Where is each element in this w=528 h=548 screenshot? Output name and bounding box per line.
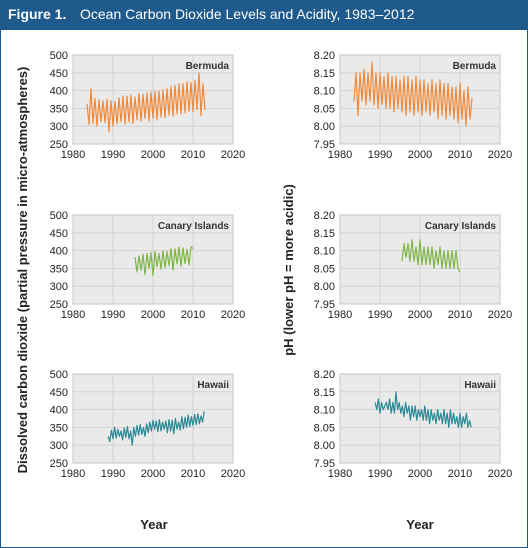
hawaii-co2-location-label: Hawaii [197,380,229,391]
canary-islands-ph-x-tick-label: 2010 [448,309,472,321]
bermuda-ph-series-line [353,61,473,127]
canary-islands-ph-y-tick-label: 8.05 [314,263,335,275]
bermuda-ph-x-tick-label: 2020 [488,149,512,161]
bermuda-co2-x-tick-label: 2010 [181,149,205,161]
canary-islands-ph-y-tick-label: 8.10 [314,246,335,258]
left-y-axis-title: Dissolved carbon dioxide (partial pressu… [15,67,30,474]
hawaii-co2-x-tick-label: 2010 [181,468,205,480]
canary-islands-co2-x-tick-label: 1980 [61,309,85,321]
bermuda-ph-y-tick-label: 8.20 [314,50,335,62]
hawaii-co2-x-tick-label: 1980 [61,468,85,480]
canary-islands-co2-y-tick-label: 400 [50,246,68,258]
bermuda-ph-location-label: Bermuda [453,61,497,72]
right-y-axis-title: pH (lower pH = more acidic) [281,184,296,356]
canary-islands-ph-series-line [401,239,461,273]
canary-islands-co2-y-tick-label: 500 [50,210,68,222]
hawaii-co2-y-tick-label: 400 [50,405,68,417]
hawaii-ph-y-tick-label: 7.95 [314,458,335,470]
bermuda-co2-location-label: Bermuda [186,61,230,72]
bermuda-ph-x-tick-label: 1990 [368,149,392,161]
hawaii-ph-x-tick-label: 1980 [328,468,352,480]
canary-islands-co2-y-tick-label: 250 [50,299,68,311]
hawaii-co2-series-line [107,411,205,446]
bermuda-co2-x-tick-label: 2020 [221,149,245,161]
bermuda-co2-y-tick-label: 250 [50,139,68,151]
bermuda-co2-y-tick-label: 350 [50,103,68,115]
bermuda-co2-series-line [86,72,206,133]
hawaii-ph-x-tick-label: 2020 [488,468,512,480]
bermuda-co2-x-tick-label: 1990 [101,149,125,161]
bermuda-ph-y-tick-label: 8.05 [314,103,335,115]
bermuda-ph-y-tick-label: 8.15 [314,68,335,80]
hawaii-co2-x-tick-label: 2020 [221,468,245,480]
hawaii-co2-x-tick-label: 1990 [101,468,125,480]
bermuda-ph-x-tick-label: 2010 [448,149,472,161]
chart-panels: 250 300 350 400 450 500 1980 1990 2000 2010 2020 Be… [50,50,513,480]
canary-islands-co2-location-label: Canary Islands [158,221,230,232]
canary-islands-ph-y-tick-label: 8.20 [314,210,335,222]
hawaii-ph-y-tick-label: 8.15 [314,387,335,399]
canary-islands-co2-y-tick-label: 300 [50,281,68,293]
hawaii-ph-x-tick-label: 1990 [368,468,392,480]
bermuda-co2-y-tick-label: 500 [50,50,68,62]
hawaii-ph-y-tick-label: 8.10 [314,405,335,417]
hawaii-co2-y-tick-label: 250 [50,458,68,470]
canary-islands-ph-y-tick-label: 8.15 [314,228,335,240]
hawaii-ph-series-line [374,391,472,428]
hawaii-co2-y-tick-label: 450 [50,387,68,399]
canary-islands-ph-x-tick-label: 2000 [408,309,432,321]
hawaii-ph-y-tick-label: 8.05 [314,422,335,434]
bermuda-ph-x-tick-label: 2000 [408,149,432,161]
canary-islands-co2-y-tick-label: 350 [50,263,68,275]
canary-islands-ph-x-tick-label: 1980 [328,309,352,321]
hawaii-ph-x-tick-label: 2000 [408,468,432,480]
canary-islands-ph-location-label: Canary Islands [425,221,497,232]
canary-islands-ph-y-tick-label: 7.95 [314,299,335,311]
bermuda-co2-x-tick-label: 1980 [61,149,85,161]
canary-islands-co2-x-tick-label: 1990 [101,309,125,321]
canary-islands-ph-y-tick-label: 8.00 [314,281,335,293]
hawaii-co2-y-tick-label: 350 [50,422,68,434]
bermuda-co2-x-tick-label: 2000 [141,149,165,161]
figure-title: Ocean Carbon Dioxide Levels and Acidity,… [80,6,415,22]
hawaii-ph-y-tick-label: 8.20 [314,369,335,381]
hawaii-ph-y-tick-label: 8.00 [314,440,335,452]
right-x-axis-title: Year [406,517,433,532]
canary-islands-co2-x-tick-label: 2000 [141,309,165,321]
hawaii-co2-y-tick-label: 500 [50,369,68,381]
canary-islands-co2-y-tick-label: 450 [50,228,68,240]
hawaii-ph-location-label: Hawaii [464,380,496,391]
bermuda-ph-y-tick-label: 7.95 [314,139,335,151]
bermuda-ph-y-tick-label: 8.00 [314,121,335,133]
bermuda-co2-y-tick-label: 400 [50,86,68,98]
canary-islands-co2-x-tick-label: 2020 [221,309,245,321]
bermuda-co2-y-tick-label: 450 [50,68,68,80]
bermuda-ph-y-tick-label: 8.10 [314,86,335,98]
hawaii-co2-y-tick-label: 300 [50,440,68,452]
bermuda-co2-y-tick-label: 300 [50,121,68,133]
figure-label: Figure 1. [8,6,67,22]
figure-header: Figure 1. Ocean Carbon Dioxide Levels an… [0,0,528,30]
left-x-axis-title: Year [140,517,167,532]
canary-islands-ph-x-tick-label: 2020 [488,309,512,321]
canary-islands-co2-series-line [134,246,194,277]
canary-islands-ph-x-tick-label: 1990 [368,309,392,321]
hawaii-ph-x-tick-label: 2010 [448,468,472,480]
canary-islands-co2-x-tick-label: 2010 [181,309,205,321]
hawaii-co2-x-tick-label: 2000 [141,468,165,480]
bermuda-ph-x-tick-label: 1980 [328,149,352,161]
